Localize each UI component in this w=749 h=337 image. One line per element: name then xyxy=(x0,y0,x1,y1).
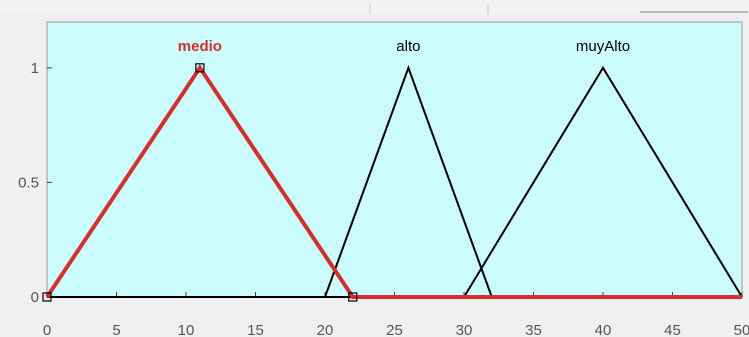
x-tick-label: 30 xyxy=(456,322,473,337)
x-tick-label: 35 xyxy=(525,322,542,337)
selected-markers xyxy=(42,63,358,302)
series-label-medio: medio xyxy=(178,38,222,55)
series-label-muyAlto: muyAlto xyxy=(576,38,630,55)
series-line-medio xyxy=(45,64,742,299)
vertex-marker[interactable] xyxy=(42,292,52,302)
y-tick-label: 1 xyxy=(31,60,39,77)
x-tick-label: 15 xyxy=(247,322,264,337)
x-tick-label: 20 xyxy=(317,322,334,337)
x-axis-ticks: 0 5 10 15 20 25 30 35 40 45 50 xyxy=(43,292,749,337)
x-tick-label: 25 xyxy=(386,322,403,337)
x-tick-label: 40 xyxy=(595,322,612,337)
y-tick-label: 0 xyxy=(31,289,39,306)
series-labels: medio alto muyAlto xyxy=(178,38,630,55)
series-lines xyxy=(45,64,743,299)
x-tick-label: 10 xyxy=(178,322,195,337)
vertex-marker[interactable] xyxy=(348,292,358,302)
x-tick-label: 50 xyxy=(734,322,749,337)
y-tick-label: 0.5 xyxy=(18,174,39,191)
x-tick-label: 45 xyxy=(664,322,681,337)
top-strip xyxy=(0,0,749,14)
plot-area xyxy=(46,21,743,298)
x-tick-label: 0 xyxy=(43,322,51,337)
series-label-alto: alto xyxy=(396,38,420,55)
x-tick-label: 5 xyxy=(112,322,120,337)
vertex-marker[interactable] xyxy=(195,63,205,73)
series-line-muyAlto xyxy=(47,65,743,298)
